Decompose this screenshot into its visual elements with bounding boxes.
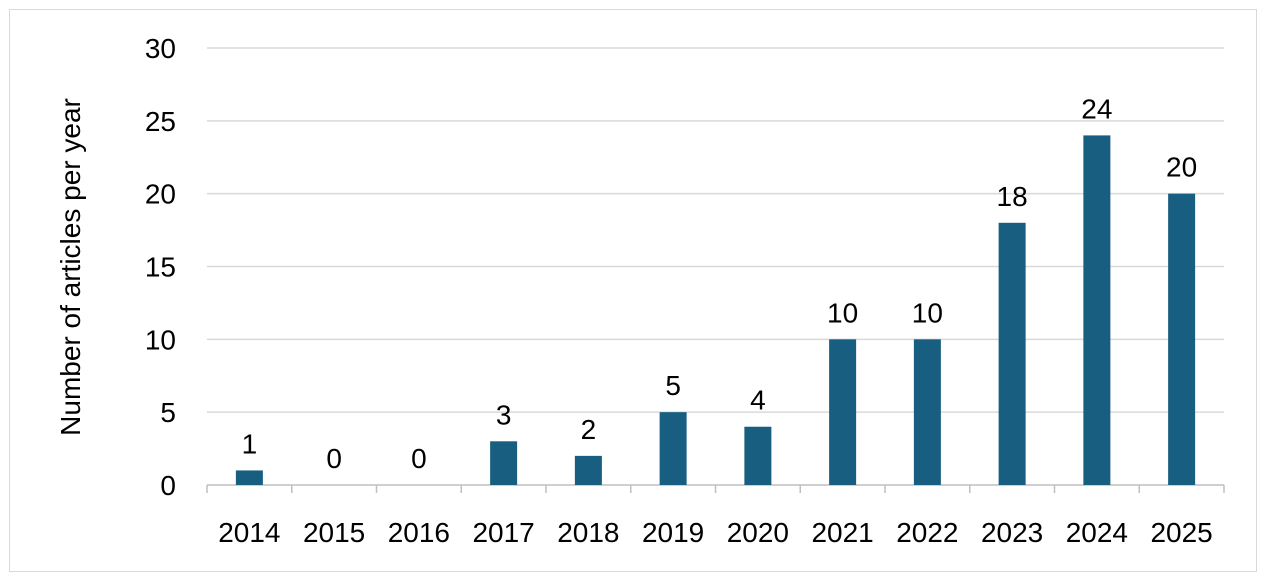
data-label-2023: 18 (997, 181, 1028, 212)
bar-2024 (1083, 135, 1111, 485)
gridlines (207, 47, 1224, 413)
x-tick-label: 2016 (388, 517, 450, 548)
bar-2019 (659, 412, 687, 485)
x-tick-label: 2021 (811, 517, 873, 548)
data-label-2024: 24 (1081, 93, 1112, 124)
x-tick-label: 2025 (1150, 517, 1212, 548)
bar-2014 (235, 470, 263, 485)
y-tick-label: 25 (145, 106, 176, 137)
data-label-2019: 5 (665, 370, 681, 401)
data-label-2016: 0 (411, 443, 427, 474)
y-tick-label: 20 (145, 179, 176, 210)
data-label-2015: 0 (326, 443, 342, 474)
x-tick-label: 2019 (642, 517, 704, 548)
x-tick-label: 2020 (727, 517, 789, 548)
data-label-2014: 1 (242, 428, 258, 459)
x-tick-label: 2015 (303, 517, 365, 548)
y-tick-label: 10 (145, 324, 176, 355)
data-label-2021: 10 (827, 297, 858, 328)
x-tick-label: 2022 (896, 517, 958, 548)
data-label-2020: 4 (750, 385, 766, 416)
x-tick-label: 2018 (557, 517, 619, 548)
chart-frame (9, 9, 1257, 572)
bar-2020 (744, 426, 772, 485)
x-tick-label: 2014 (218, 517, 280, 548)
bar-2022 (913, 339, 941, 485)
x-axis-ticks: 2014 2015 2016 2017 2018 2019 2020 2021 2022 2023… (218, 517, 1213, 548)
y-tick-label: 5 (160, 397, 176, 428)
x-axis (206, 484, 1225, 493)
data-label-2022: 10 (912, 297, 943, 328)
bar-2021 (829, 339, 857, 485)
y-tick-label: 15 (145, 252, 176, 283)
bar-2025 (1168, 193, 1196, 485)
y-axis-ticks: 0 5 10 15 20 25 30 (145, 33, 176, 501)
bars (235, 135, 1196, 486)
data-label-2018: 2 (581, 414, 597, 445)
data-label-2025: 20 (1166, 152, 1197, 183)
y-axis-title: Number of articles per year (55, 98, 86, 436)
data-label-2017: 3 (496, 399, 512, 430)
x-tick-label: 2024 (1066, 517, 1128, 548)
bar-2017 (490, 441, 518, 485)
bar-2018 (574, 455, 602, 485)
x-tick-label: 2017 (472, 517, 534, 548)
y-tick-label: 30 (145, 33, 176, 64)
bar-2023 (998, 222, 1026, 486)
y-tick-label: 0 (160, 470, 176, 501)
x-tick-label: 2023 (981, 517, 1043, 548)
